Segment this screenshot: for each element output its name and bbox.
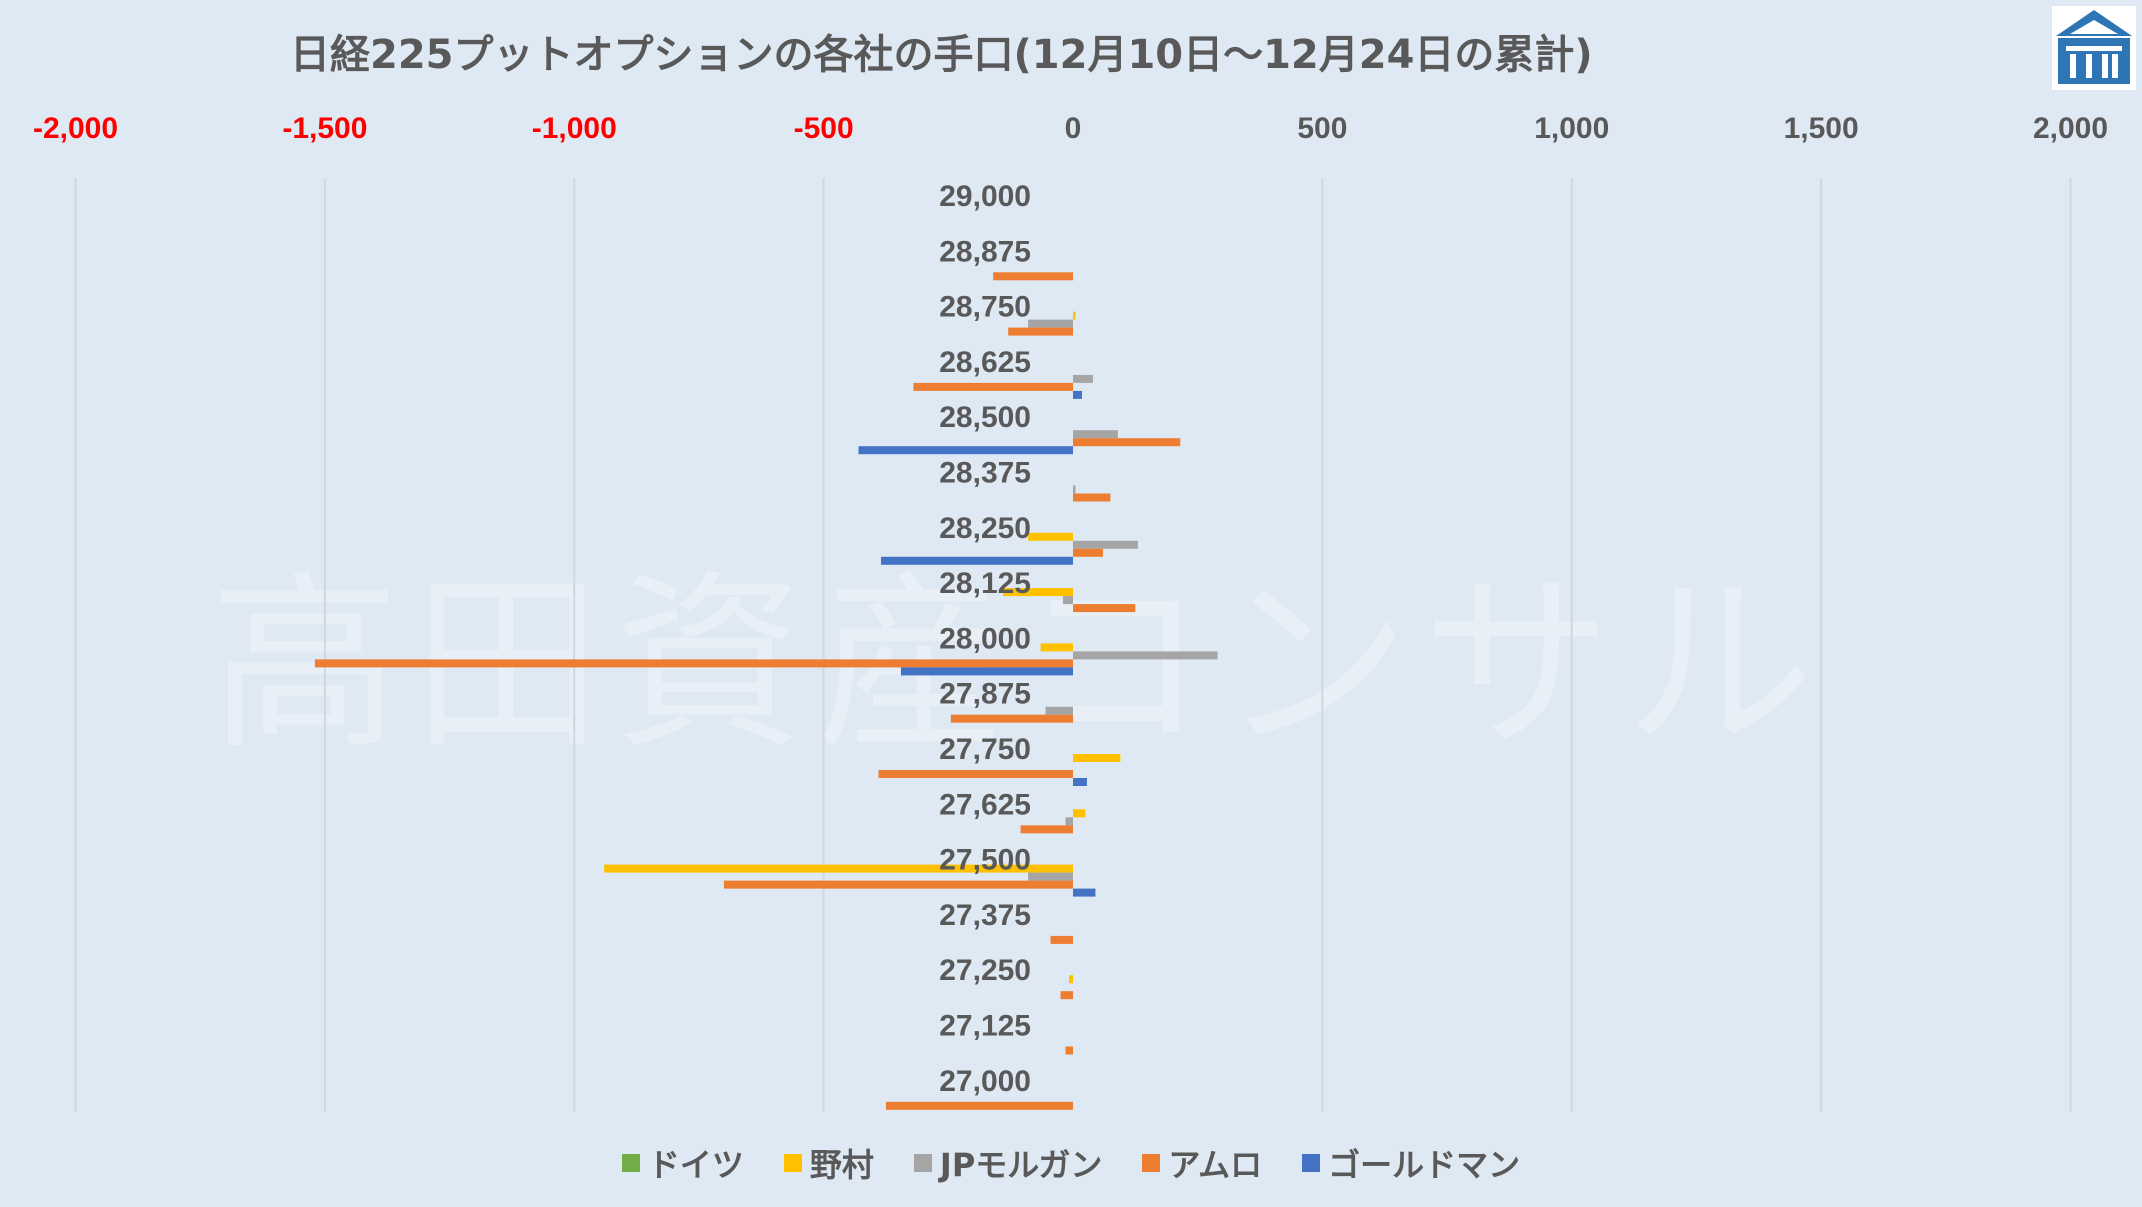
legend-item: ドイツ <box>621 1140 744 1186</box>
bar-5 <box>900 667 1073 676</box>
x-tick-label: 0 <box>1065 112 1082 145</box>
x-tick-label: 1,000 <box>1534 112 1609 145</box>
y-category-label: 28,250 <box>939 512 1031 545</box>
legend-label: JPモルガン <box>939 1146 1103 1184</box>
y-category-label: 27,875 <box>939 678 1031 711</box>
x-tick-label: -1,000 <box>532 112 617 145</box>
y-category-label: 27,625 <box>939 788 1031 821</box>
bar-5 <box>1073 888 1096 897</box>
bar-2 <box>1073 809 1086 818</box>
y-category-label: 27,250 <box>939 954 1031 987</box>
bar-2 <box>1069 975 1073 984</box>
y-category-label: 27,500 <box>939 844 1031 877</box>
bars <box>314 272 1218 1110</box>
bar-4 <box>1073 548 1103 557</box>
x-tick-label: -500 <box>794 112 854 145</box>
y-category-label: 27,125 <box>939 1010 1031 1043</box>
y-category-label: 28,750 <box>939 291 1031 324</box>
legend-item: ゴールドマン <box>1302 1140 1520 1186</box>
y-category-label: 27,750 <box>939 733 1031 766</box>
bar-4 <box>1050 935 1073 944</box>
bar-4 <box>1073 493 1111 502</box>
bar-2 <box>1028 532 1073 541</box>
y-category-label: 27,375 <box>939 899 1031 932</box>
bar-3 <box>1065 817 1073 826</box>
legend-label: アムロ <box>1168 1146 1263 1184</box>
bar-4 <box>1020 825 1073 834</box>
y-category-label: 27,000 <box>939 1065 1031 1098</box>
legend-swatch <box>913 1154 932 1172</box>
legend-item: アムロ <box>1142 1140 1262 1186</box>
bar-2 <box>1040 643 1073 652</box>
legend-swatch <box>1142 1154 1161 1172</box>
bar-3 <box>1073 374 1093 383</box>
company-logo-icon <box>2052 6 2136 90</box>
x-tick-label: -1,500 <box>282 112 367 145</box>
bar-4 <box>1065 1046 1073 1055</box>
legend-swatch <box>783 1154 802 1172</box>
y-category-label: 28,875 <box>939 235 1031 268</box>
bar-4 <box>1073 438 1181 447</box>
bar-5 <box>1073 390 1082 399</box>
bar-5 <box>1073 778 1087 786</box>
bar-2 <box>1003 588 1073 597</box>
bar-4 <box>878 770 1073 778</box>
x-axis-tick-labels: -2,000 -1,500 -1,000 -500 0 500 1,000 1,500 2,00… <box>33 112 2108 145</box>
legend-label: 野村 <box>809 1146 874 1184</box>
y-category-label: 28,500 <box>939 401 1031 434</box>
bar-4 <box>314 659 1073 668</box>
x-tick-label: -2,000 <box>33 112 118 145</box>
bar-2 <box>1073 754 1121 762</box>
bar-2 <box>1073 311 1076 320</box>
y-category-label: 28,125 <box>939 567 1031 600</box>
bar-4 <box>1008 327 1073 336</box>
bar-4 <box>913 382 1073 391</box>
bar-5 <box>858 446 1073 455</box>
x-tick-label: 500 <box>1297 112 1347 145</box>
bar-4 <box>885 1101 1073 1110</box>
x-tick-label: 1,500 <box>1784 112 1859 145</box>
legend: ドイツ 野村 JPモルガン アムロ ゴールドマン <box>0 1140 2142 1186</box>
bar-3 <box>1073 651 1218 660</box>
legend-item: JPモルガン <box>913 1140 1103 1186</box>
bar-4 <box>723 880 1073 889</box>
bar-3 <box>1073 540 1138 549</box>
legend-label: ドイツ <box>647 1146 744 1184</box>
bar-4 <box>950 714 1073 723</box>
y-category-label: 29,000 <box>939 180 1031 213</box>
bar-3 <box>1045 706 1073 715</box>
y-category-label: 28,000 <box>939 622 1031 655</box>
bar-3 <box>1028 319 1073 328</box>
bar-5 <box>880 556 1073 565</box>
grid-lines <box>74 178 2072 1112</box>
bar-4 <box>1060 991 1073 1000</box>
legend-swatch <box>621 1154 640 1172</box>
y-category-label: 28,375 <box>939 457 1031 490</box>
bar-4 <box>1073 604 1136 613</box>
x-tick-label: 2,000 <box>2033 112 2108 145</box>
bar-4 <box>993 272 1073 281</box>
bar-3 <box>1063 596 1073 605</box>
bar-3 <box>1073 430 1118 439</box>
chart-title: 日経225プットオプションの各社の手口(12月10日～12月24日の累計) <box>290 32 1593 78</box>
y-axis-category-labels: 29,000 28,875 28,750 28,625 28,500 28,375 28,2… <box>939 180 1031 1098</box>
bar-3 <box>1073 485 1076 494</box>
legend-swatch <box>1302 1154 1321 1172</box>
bar-2 <box>604 864 1073 873</box>
y-category-label: 28,625 <box>939 346 1031 379</box>
legend-item: 野村 <box>783 1140 874 1186</box>
bar-3 <box>1028 872 1073 881</box>
legend-label: ゴールドマン <box>1328 1146 1521 1184</box>
